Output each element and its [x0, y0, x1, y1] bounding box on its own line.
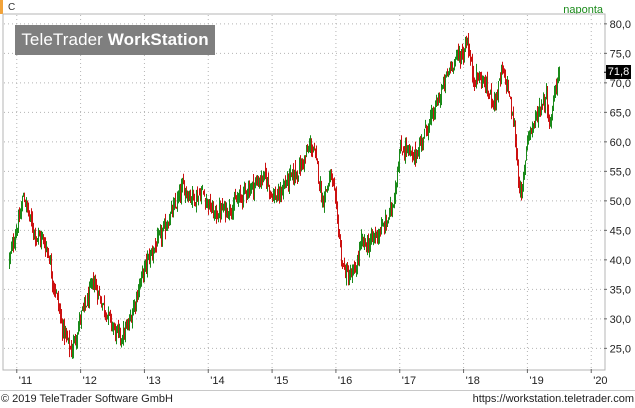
footer: © 2019 TeleTrader Software GmbH https://…	[0, 390, 635, 408]
watermark-logo: TeleTrader WorkStation	[15, 25, 215, 55]
copyright-text: © 2019 TeleTrader Software GmbH	[1, 393, 173, 405]
series-color-marker	[0, 0, 3, 14]
x-tick-label: '17	[402, 375, 416, 387]
x-tick-label: '19	[529, 375, 543, 387]
x-tick-label: '20	[593, 375, 607, 387]
y-tick-label: 50,0	[610, 196, 631, 208]
y-tick-label: 30,0	[610, 314, 631, 326]
y-tick-label: 75,0	[610, 48, 631, 60]
y-tick-label: 60,0	[610, 137, 631, 149]
x-tick-label: '11	[19, 375, 33, 387]
plot-area	[2, 13, 606, 371]
y-tick-label: 45,0	[610, 225, 631, 237]
last-price-badge: 71,8	[606, 65, 631, 79]
y-tick-label: 70,0	[610, 78, 631, 90]
x-tick-label: '16	[338, 375, 352, 387]
x-axis: '11 '12 '13 '14 '15 '16 '17 '18 '19 '20	[16, 369, 608, 387]
chart-svg: 25,0 30,0 35,0 40,0 45,0 50,0 55,0 60,0 65,0 70,0…	[2, 13, 631, 387]
watermark-brand: TeleTrader	[21, 30, 103, 49]
x-tick-label: '13	[146, 375, 160, 387]
watermark-product: WorkStation	[107, 30, 209, 49]
y-axis: 25,0 30,0 35,0 40,0 45,0 50,0 55,0 60,0 65,0 70,0…	[604, 19, 631, 355]
x-tick-label: '14	[210, 375, 224, 387]
symbol-label: C	[8, 2, 16, 13]
y-tick-label: 65,0	[610, 107, 631, 119]
y-tick-label: 35,0	[610, 284, 631, 296]
candles	[9, 32, 560, 359]
y-tick-label: 80,0	[610, 19, 631, 31]
y-tick-label: 25,0	[610, 343, 631, 355]
y-tick-label: 55,0	[610, 166, 631, 178]
timeframe-label[interactable]: naponta	[563, 4, 603, 16]
y-tick-label: 40,0	[610, 255, 631, 267]
x-tick-label: '12	[83, 375, 97, 387]
x-tick-label: '18	[466, 375, 480, 387]
footer-url[interactable]: https://workstation.teletrader.com	[472, 393, 634, 405]
x-tick-label: '15	[274, 375, 288, 387]
